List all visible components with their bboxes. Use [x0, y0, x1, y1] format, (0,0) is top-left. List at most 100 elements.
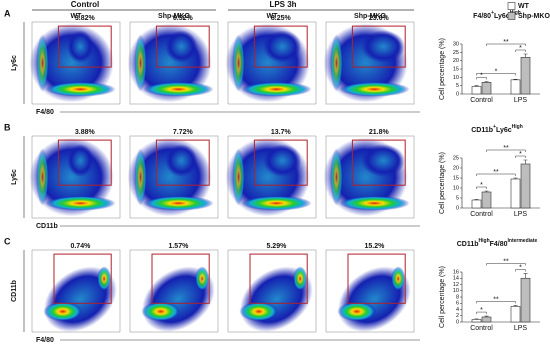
- cell-cloud: [361, 30, 406, 64]
- legend-swatch: [507, 2, 516, 10]
- sig-bracket: [476, 77, 487, 80]
- gate: [155, 139, 210, 186]
- cell-cloud: [67, 144, 94, 178]
- gate: [57, 139, 112, 186]
- sig-bracket: [486, 263, 526, 266]
- bar: [520, 163, 531, 209]
- x-tick-label: Control: [470, 97, 493, 104]
- bar: [471, 86, 482, 95]
- sig-bracket: [476, 301, 516, 304]
- sig-star: *: [480, 72, 483, 79]
- y-axis-title: Ly6c: [11, 55, 18, 71]
- cell-core: [97, 266, 112, 292]
- cell-core: [43, 301, 83, 322]
- bar: [471, 319, 482, 323]
- y-tick-label: 20: [453, 165, 459, 171]
- column-label: WT: [267, 13, 279, 20]
- cell-core: [45, 81, 116, 97]
- cell-cloud: [165, 144, 198, 178]
- cell-core: [134, 34, 147, 92]
- gate: [57, 25, 112, 68]
- y-tick-label: 30: [453, 41, 459, 47]
- y-tick-label: 4: [456, 307, 459, 313]
- error-bar: [513, 305, 518, 307]
- y-tick-label: 10: [453, 185, 459, 191]
- gate-percentage: 5.29%: [266, 243, 287, 250]
- bar: [471, 199, 482, 209]
- cell-cloud: [165, 30, 198, 64]
- gate: [151, 253, 210, 304]
- chart-title: CD11b+Ly6cHigh: [471, 124, 523, 134]
- y-tick-label: 8: [456, 294, 459, 300]
- title-part: CD11b: [457, 241, 479, 248]
- x-tick-label: LPS: [514, 211, 528, 218]
- sig-star: **: [503, 39, 509, 46]
- sig-bracket: [486, 149, 526, 152]
- cell-core: [391, 266, 406, 292]
- cell-core: [293, 266, 308, 292]
- cell-core: [143, 81, 214, 97]
- error-bar: [484, 315, 489, 317]
- legend-label: Shp-MKO: [518, 13, 550, 20]
- gate: [351, 25, 406, 68]
- gate-percentage: 3.82%: [75, 15, 96, 22]
- gate: [351, 139, 406, 186]
- title-part: +: [493, 124, 496, 130]
- y-tick-label: 10: [453, 288, 459, 294]
- sig-star: **: [493, 296, 499, 303]
- column-label: Shp-MKO: [158, 13, 190, 20]
- sig-star: *: [519, 151, 522, 158]
- gate-percentage: 1.57%: [168, 243, 189, 250]
- y-tick-label: 0: [456, 319, 459, 325]
- sig-bracket: [515, 155, 526, 158]
- sig-star: *: [480, 182, 483, 189]
- y-axis-title: Cell percentage (%): [439, 152, 446, 214]
- cell-core: [339, 195, 410, 211]
- error-bar: [513, 177, 518, 179]
- gate: [53, 253, 112, 304]
- sig-bracket: [476, 173, 516, 176]
- gate: [253, 25, 308, 68]
- gate: [253, 139, 308, 186]
- x-axis-title: CD11b: [36, 223, 58, 230]
- gate-percentage: 13.7%: [271, 129, 292, 136]
- y-tick-label: 15: [453, 175, 459, 181]
- bar: [481, 191, 492, 209]
- bar: [510, 306, 521, 323]
- y-tick-label: 5: [456, 195, 459, 201]
- gate: [155, 25, 210, 68]
- sig-bracket: [515, 269, 526, 272]
- error-bar: [523, 53, 528, 58]
- gate-percentage: 3.88%: [75, 129, 96, 136]
- error-bar: [484, 81, 489, 83]
- title-part: CD11b: [471, 127, 493, 134]
- cell-cloud: [67, 30, 94, 64]
- sig-star: *: [519, 45, 522, 52]
- sig-star: *: [519, 264, 522, 271]
- title-part: +: [491, 10, 494, 16]
- y-tick-label: 6: [456, 301, 459, 307]
- sig-bracket: [476, 186, 487, 189]
- cell-cloud: [263, 30, 302, 64]
- bar: [510, 178, 521, 209]
- x-axis-title: F4/80: [36, 337, 54, 344]
- y-tick-label: 25: [453, 155, 459, 161]
- x-axis-title: F4/80: [36, 109, 54, 116]
- bar: [520, 57, 531, 95]
- column-label: WT: [71, 13, 83, 20]
- error-bar: [484, 190, 489, 192]
- legend-label: WT: [518, 3, 530, 10]
- error-bar: [513, 79, 518, 80]
- y-tick-label: 15: [453, 66, 459, 72]
- sig-bracket: [476, 311, 487, 315]
- cell-core: [134, 148, 147, 206]
- gate-percentage: 15.2%: [364, 243, 385, 250]
- cell-core: [339, 81, 410, 97]
- sig-bracket: [486, 43, 526, 46]
- gate-percentage: 23.6%: [369, 15, 390, 22]
- sig-star: *: [495, 68, 498, 75]
- chart-title: CD11bHighF4/80Intermediate: [457, 238, 538, 248]
- title-part: Ly6c: [496, 127, 512, 134]
- sig-bracket: [515, 49, 526, 52]
